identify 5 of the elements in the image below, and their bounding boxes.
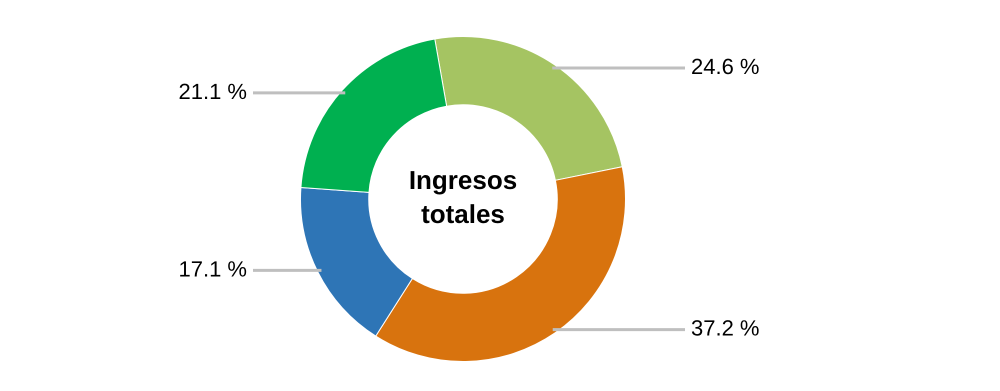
data-label: 24.6 % xyxy=(691,54,760,80)
data-label: 21.1 % xyxy=(178,78,247,104)
data-label: 37.2 % xyxy=(691,316,760,341)
text: Ingresos totales xyxy=(408,165,518,230)
data-label: 17.1 % xyxy=(178,256,247,282)
